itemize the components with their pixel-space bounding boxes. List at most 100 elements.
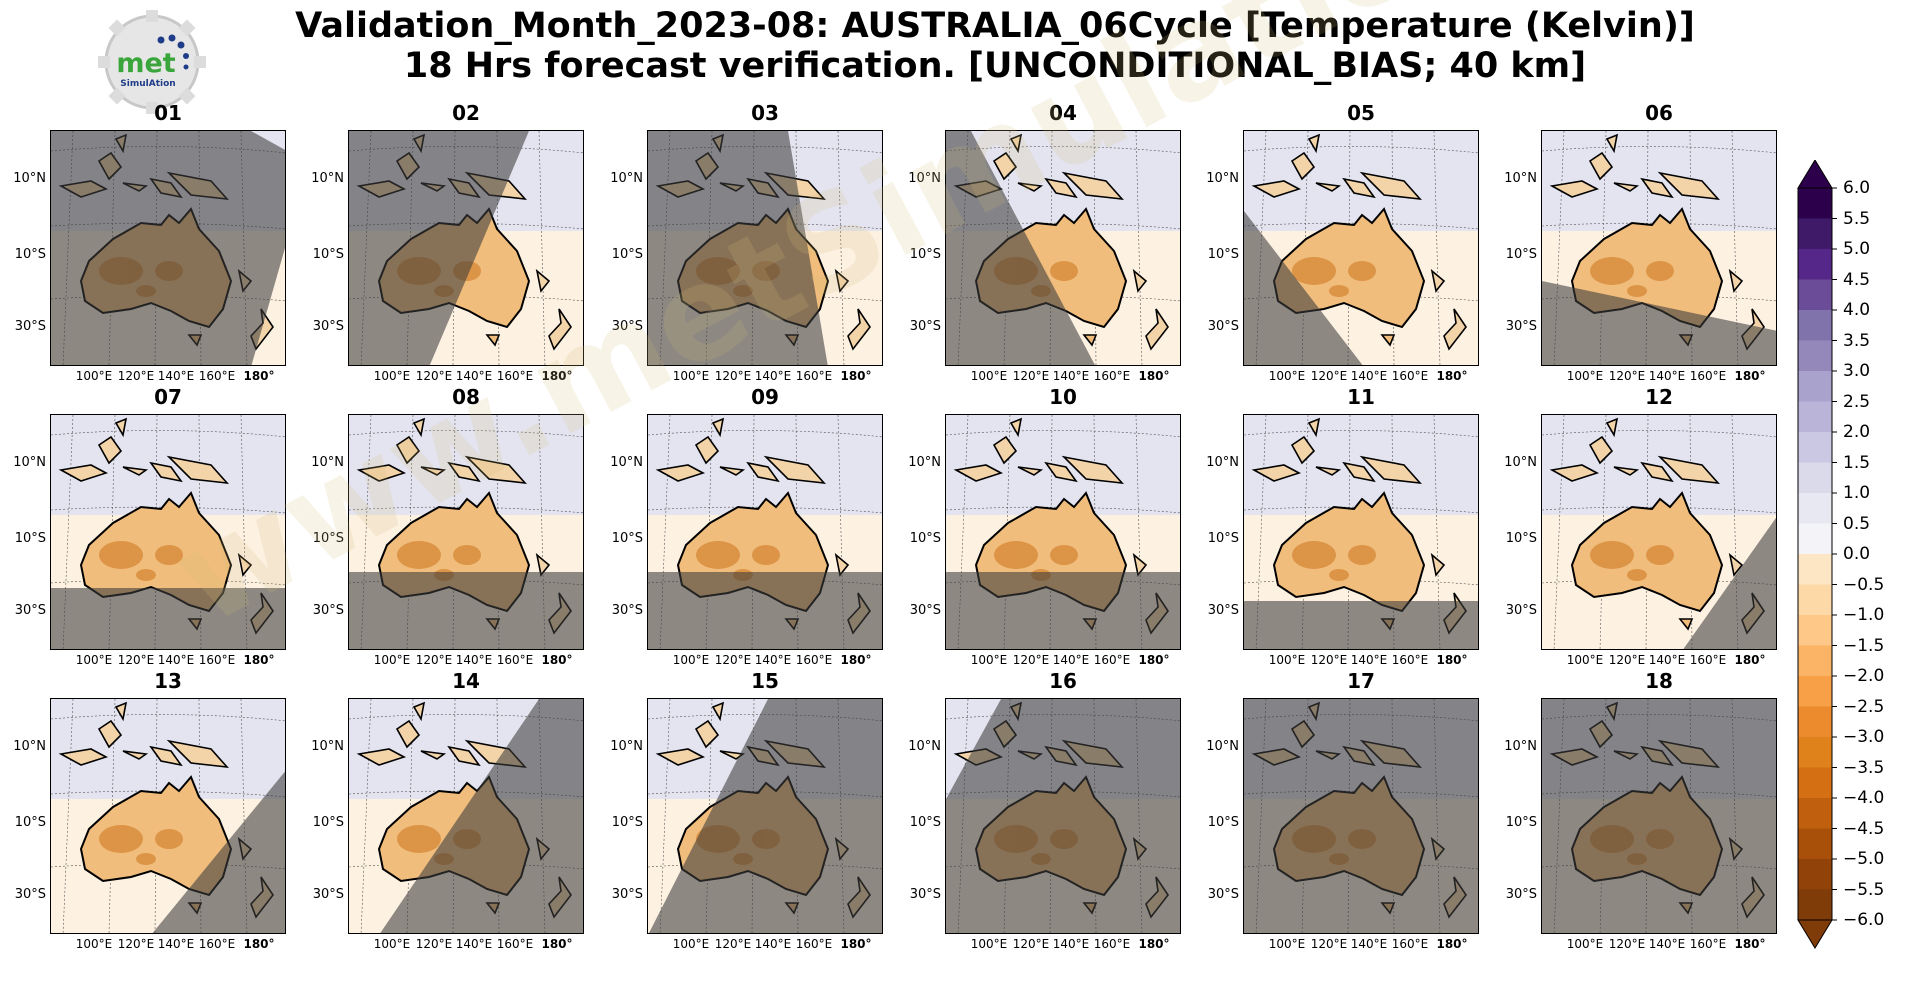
lon-tick-label: 100°E — [75, 653, 113, 667]
lon-tick-label: 180° — [1138, 369, 1170, 383]
map-area — [348, 698, 584, 934]
lon-tick-label: 160°E — [1093, 653, 1131, 667]
colorbar-segment — [1798, 279, 1832, 311]
colorbar-tick-label: 4.5 — [1843, 269, 1871, 290]
map-area — [647, 698, 883, 934]
panel-title: 10 — [1049, 385, 1077, 409]
lon-tick-label: 160°E — [198, 653, 236, 667]
map-plot — [648, 131, 882, 365]
lat-tick-label: 10°N — [1206, 171, 1239, 186]
colorbar-tick-label: −5.0 — [1843, 849, 1885, 869]
lon-tick-label: 100°E — [75, 937, 113, 951]
lat-tick-label: 10°N — [1504, 739, 1537, 754]
panel-title: 14 — [452, 669, 480, 693]
lat-tick-label: 30°S — [611, 603, 643, 618]
lon-tick-label: 140°E — [1350, 369, 1388, 383]
lat-tick-label: 30°S — [611, 319, 643, 334]
map-panel-17: 17 10°N 10°S 30°S 100°E 120°E 140°E 160°E 180° — [1193, 669, 1479, 951]
colorbar-tick-label: −6.0 — [1843, 910, 1885, 930]
lon-tick-label: 160°E — [496, 369, 534, 383]
colorbar-segment — [1798, 767, 1832, 799]
lon-tick-label: 180° — [840, 653, 872, 667]
colorbar-tick-label: 4.0 — [1843, 300, 1871, 320]
map-area — [647, 414, 883, 650]
lon-tick-label: 160°E — [198, 369, 236, 383]
lon-tick-label: 120°E — [117, 937, 155, 951]
colorbar-segment — [1798, 218, 1832, 250]
lat-tick-label: 10°N — [610, 455, 643, 470]
lat-tick-label: 30°S — [14, 319, 46, 334]
colorbar-segment — [1798, 371, 1832, 402]
lon-tick-row: 100°E 120°E 140°E 160°E 180° — [937, 654, 1187, 668]
lat-tick-label: 30°S — [312, 603, 344, 618]
panel-title: 18 — [1645, 669, 1673, 693]
lat-tick-label: 10°N — [1206, 739, 1239, 754]
panel-title: 16 — [1049, 669, 1077, 693]
colorbar-tick-label: −1.5 — [1843, 635, 1885, 656]
lat-tick-label: 10°N — [1206, 455, 1239, 470]
lon-tick-label: 100°E — [672, 937, 710, 951]
lon-tick-label: 160°E — [795, 369, 833, 383]
coastline-islands — [655, 417, 871, 635]
colorbar-extend-max — [1797, 160, 1833, 189]
colorbar-segment — [1798, 584, 1832, 616]
lon-tick-label: 100°E — [373, 653, 411, 667]
tasmania — [485, 334, 501, 347]
lon-tick-label: 180° — [840, 937, 872, 951]
lon-tick-row: 100°E 120°E 140°E 160°E 180° — [1235, 370, 1485, 384]
title-line-1: Validation_Month_2023-08: AUSTRALIA_06Cy… — [295, 6, 1695, 46]
panel-title: 06 — [1645, 101, 1673, 125]
colorbar-tick-label: −0.5 — [1843, 574, 1885, 595]
lon-tick-label: 100°E — [1268, 369, 1306, 383]
lon-tick-label: 120°E — [117, 369, 155, 383]
map-area — [1243, 414, 1479, 650]
colorbar-segment — [1798, 859, 1832, 890]
lon-tick-label: 180° — [1436, 369, 1468, 383]
lon-tick-label: 100°E — [970, 653, 1008, 667]
logo-subtext: SimulAtion — [120, 79, 175, 89]
lat-tick-label: 30°S — [312, 887, 344, 902]
lon-tick-label: 180° — [1734, 653, 1766, 667]
lon-tick-label: 120°E — [1012, 937, 1050, 951]
lon-tick-label: 140°E — [455, 653, 493, 667]
map-plot — [1542, 131, 1776, 365]
lon-tick-label: 140°E — [1350, 653, 1388, 667]
night-shade — [1542, 699, 1776, 933]
panel-title: 17 — [1347, 669, 1375, 693]
lat-tick-label: 10°S — [909, 247, 941, 262]
colorbar-tick-label: −1.0 — [1843, 605, 1885, 625]
panel-grid: 01 10°N 10°S 30°S 100°E 120°E 140°E 160°E 180° 02… — [13, 101, 1777, 951]
map-area — [348, 130, 584, 366]
lon-tick-label: 160°E — [1391, 937, 1429, 951]
lat-tick-label: 10°N — [13, 171, 46, 186]
night-shade — [349, 131, 529, 365]
lon-tick-label: 140°E — [1648, 937, 1686, 951]
colorbar-tick-label: 0.5 — [1843, 513, 1871, 534]
lon-tick-label: 120°E — [117, 653, 155, 667]
colorbar-segment — [1798, 249, 1832, 280]
lat-tick-label: 10°N — [610, 739, 643, 754]
lon-tick-row: 100°E 120°E 140°E 160°E 180° — [42, 654, 292, 668]
map-plot — [1542, 699, 1776, 933]
panel-title: 08 — [452, 385, 480, 409]
lon-tick-label: 100°E — [1268, 653, 1306, 667]
map-panel-11: 11 10°N 10°S 30°S 100°E 120°E 140°E 160°E 180° — [1193, 385, 1479, 667]
lat-tick-label: 10°S — [14, 531, 46, 546]
map-plot — [1244, 699, 1478, 933]
colorbar-tick-label: −4.0 — [1843, 788, 1885, 808]
night-shade — [51, 588, 285, 649]
lon-tick-label: 180° — [541, 369, 573, 383]
lon-tick-row: 100°E 120°E 140°E 160°E 180° — [1235, 654, 1485, 668]
lon-tick-label: 180° — [1436, 937, 1468, 951]
colorbar-segment — [1798, 462, 1832, 494]
map-plot — [1542, 415, 1776, 649]
lon-tick-label: 120°E — [1012, 653, 1050, 667]
tasmania — [1082, 334, 1098, 347]
panel-title: 03 — [751, 101, 779, 125]
lat-tick-label: 30°S — [1505, 603, 1537, 618]
lat-tick-label: 10°N — [908, 739, 941, 754]
lon-tick-label: 100°E — [373, 369, 411, 383]
lon-tick-label: 140°E — [1052, 937, 1090, 951]
panel-title: 11 — [1347, 385, 1375, 409]
lon-tick-label: 100°E — [1566, 937, 1604, 951]
